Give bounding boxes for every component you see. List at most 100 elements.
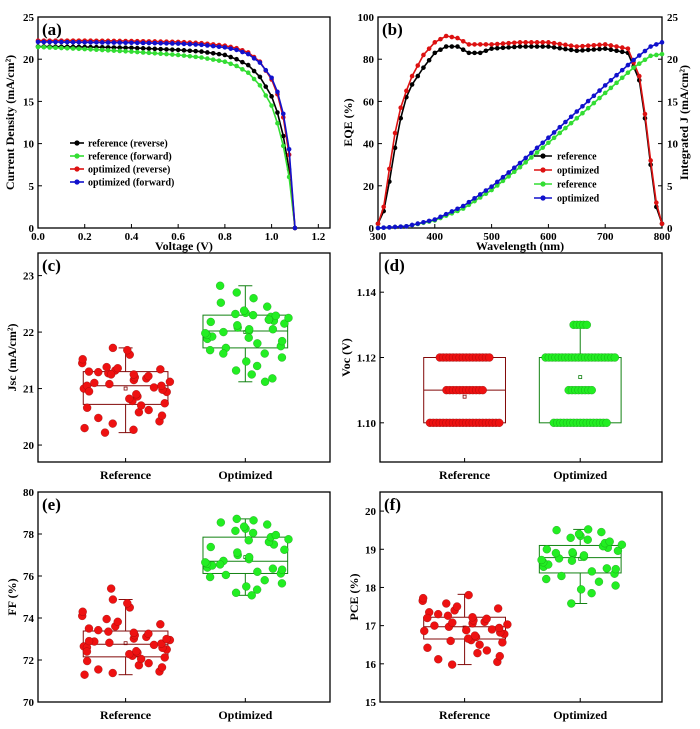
data-point [107,370,116,379]
eqe-point-2-26 [523,160,528,165]
jv-point-1-28 [199,55,204,60]
eqe-point-3-17 [472,195,477,201]
data-point [248,528,258,538]
eqe-point-3-31 [551,130,557,135]
panel-c: 20 21 22 23 Jsc (mA/cm²) (c) Reference Optimize… [5,252,331,482]
eqe-point-1-48 [648,158,653,163]
jv-point-0-29 [205,50,210,55]
y-tick-label-b2-1: 5 [667,181,673,193]
data-point [160,399,169,408]
jv-point-1-5 [64,45,70,51]
jv-point-1-6 [70,46,76,51]
jv-point-3-40 [269,75,274,81]
eqe-point-2-47 [642,57,648,63]
eqe-point-3-14 [455,206,460,212]
jv-point-1-1 [41,44,47,50]
legend-marker-a-3 [74,179,80,185]
eqe-point-0-21 [494,45,500,51]
data-point [594,577,604,586]
eqe-point-1-47 [642,111,648,117]
data-point [231,309,240,319]
jv-point-0-41 [275,110,280,115]
y-tick-label-e-4: 78 [23,529,35,541]
y-tick-label-d-2: 1.14 [357,287,377,299]
eqe-point-3-5 [404,224,409,229]
data-point [108,668,117,678]
data-point [277,565,287,574]
jv-point-3-31 [216,44,222,50]
x-tick-label-b-0: 300 [370,231,387,243]
y-tick-label-b2-5: 25 [667,12,679,24]
jv-point-1-33 [228,61,234,67]
data-point [84,624,94,633]
eqe-point-0-30 [546,44,551,49]
eqe-point-0-33 [563,46,568,52]
eqe-point-0-23 [506,45,511,50]
jv-point-3-23 [170,41,175,46]
jv-point-1-20 [152,50,158,56]
jv-point-1-42 [280,143,286,149]
data-point [206,317,215,327]
jv-line-2 [38,39,296,229]
jv-point-3-1 [41,39,47,45]
jv-point-1-23 [170,52,175,57]
eqe-point-0-31 [551,45,557,50]
data-point [136,401,146,410]
x-tick-label-a-3: 0.6 [171,231,185,243]
box-group-f-0 [418,590,512,669]
eqe-point-1-2 [387,166,392,172]
data-point [206,542,215,552]
data-point [482,614,491,623]
data-point [464,590,473,600]
jv-point-3-29 [205,43,210,48]
jv-point-0-40 [269,94,274,99]
legend-marker-a-2 [74,166,80,172]
x-tick-label-b-5: 800 [654,231,671,243]
jv-point-3-24 [175,41,181,46]
y-tick-label-b-3: 60 [363,96,375,108]
data-point [487,625,497,634]
y-axis-title-e: FF (%) [5,578,19,615]
jv-point-1-9 [88,47,93,52]
data-point [597,527,606,537]
data-point [123,599,132,608]
eqe-point-3-27 [529,150,534,156]
jv-point-0-13 [111,45,117,50]
data-point [84,367,94,376]
data-point [232,514,241,524]
data-point [84,387,94,396]
data-point [567,556,577,565]
eqe-point-3-26 [523,155,528,161]
data-point [244,536,253,545]
eqe-point-3-11 [438,214,443,220]
eqe-point-3-42 [614,72,619,78]
data-point [470,631,480,640]
jv-point-1-35 [240,67,245,72]
eqe-point-0-28 [534,44,540,49]
eqe-point-3-4 [398,224,404,229]
eqe-point-3-47 [642,48,648,54]
data-point [582,320,591,329]
jv-line-3 [37,41,296,229]
y-tick-label-b2-4: 20 [667,54,679,66]
data-point [82,403,92,412]
data-point [264,315,274,324]
eqe-point-2-49 [654,52,659,58]
eqe-point-3-19 [483,188,489,193]
eqe-point-0-41 [608,47,614,53]
eqe-point-0-25 [517,44,523,49]
data-point [611,581,620,590]
data-point [219,349,228,358]
jv-point-1-13 [111,48,117,53]
data-point [105,638,114,647]
eqe-point-1-0 [375,221,381,227]
eqe-point-2-23 [506,174,511,179]
eqe-point-0-40 [602,46,608,51]
jv-point-0-28 [199,49,204,54]
jv-point-1-26 [187,53,193,59]
jv-point-0-19 [146,46,152,51]
y-axis-title-f: PCE (%) [347,574,361,621]
data-point [284,535,293,544]
data-point [503,620,512,629]
eqe-point-1-12 [443,33,449,39]
